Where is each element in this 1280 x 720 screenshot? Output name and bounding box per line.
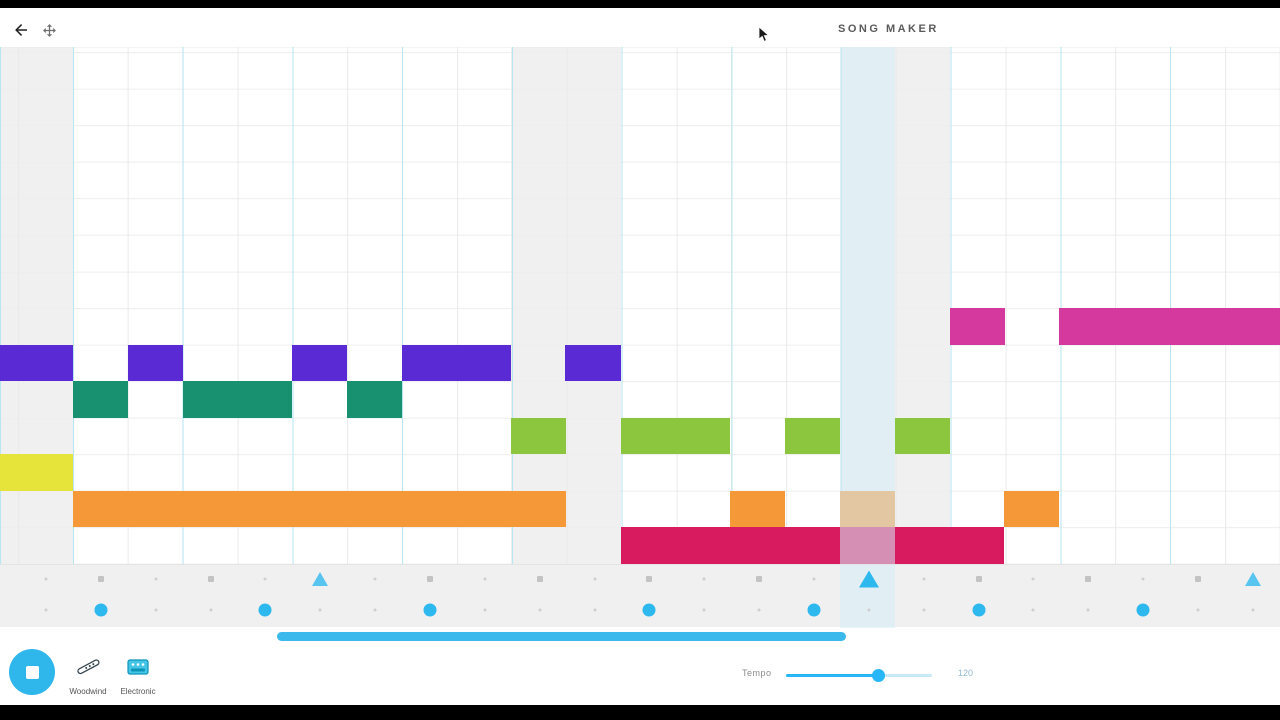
percussion-dot[interactable]: [1031, 608, 1035, 612]
tempo-label: Tempo: [742, 668, 772, 678]
note-crimson[interactable]: [621, 527, 1004, 564]
note-teal[interactable]: [73, 381, 128, 418]
note-green[interactable]: [895, 417, 950, 455]
note-orange[interactable]: [730, 490, 785, 528]
instrument-label: Electronic: [120, 687, 156, 696]
percussion-dot[interactable]: [373, 577, 377, 581]
back-arrow-icon: [15, 24, 27, 36]
percussion-dot[interactable]: [483, 577, 487, 581]
back-button[interactable]: [10, 19, 32, 41]
percussion-dot[interactable]: [922, 577, 926, 581]
header: SONG MAKER: [0, 8, 1280, 48]
note-green[interactable]: [785, 417, 840, 455]
note-purple[interactable]: [565, 344, 621, 382]
percussion-circle[interactable]: [807, 603, 821, 617]
page-title: SONG MAKER: [838, 23, 939, 35]
note-purple[interactable]: [0, 344, 73, 382]
play-stop-button[interactable]: [9, 649, 55, 695]
percussion-dot[interactable]: [1196, 608, 1200, 612]
scrollbar-thumb[interactable]: [277, 632, 846, 641]
percussion-dot[interactable]: [593, 608, 597, 612]
tempo-slider-fill: [786, 674, 880, 677]
percussion-dot[interactable]: [538, 608, 542, 612]
instrument-label: Woodwind: [69, 687, 107, 696]
percussion-dot[interactable]: [1141, 577, 1145, 581]
percussion-dot[interactable]: [536, 576, 543, 582]
tempo-slider[interactable]: [786, 669, 932, 682]
percussion-dot[interactable]: [154, 608, 158, 612]
percussion-dot[interactable]: [646, 576, 653, 582]
note-green[interactable]: [511, 417, 566, 455]
note-orange[interactable]: [1004, 490, 1059, 528]
percussion-triangle-active[interactable]: [858, 570, 879, 588]
song-maker-app: SONG MAKER: [0, 8, 1280, 705]
percussion-dot[interactable]: [263, 577, 267, 581]
percussion-dot[interactable]: [593, 577, 597, 581]
mouse-cursor: [758, 26, 770, 48]
percussion-dot[interactable]: [702, 577, 706, 581]
percussion-dot[interactable]: [483, 608, 487, 612]
note-yellow[interactable]: [0, 454, 73, 491]
percussion-row-circle[interactable]: [0, 596, 1280, 627]
percussion-circle[interactable]: [1136, 603, 1150, 617]
note-purple[interactable]: [292, 344, 347, 382]
note-magenta[interactable]: [950, 308, 1005, 345]
note-orange[interactable]: [73, 490, 566, 528]
tempo-value: 120: [958, 668, 974, 678]
percussion-dot[interactable]: [318, 608, 322, 612]
note-orange[interactable]: [840, 490, 895, 528]
note-purple[interactable]: [402, 344, 511, 382]
percussion-dot[interactable]: [1194, 576, 1201, 582]
percussion-dot[interactable]: [207, 576, 214, 582]
note-teal[interactable]: [183, 381, 292, 418]
percussion-dot[interactable]: [756, 576, 763, 582]
percussion-dot[interactable]: [44, 608, 48, 612]
instrument-button-woodwind[interactable]: Woodwind: [64, 653, 112, 699]
shaded-column: [840, 47, 950, 564]
note-magenta[interactable]: [1059, 308, 1280, 345]
percussion-dot[interactable]: [426, 576, 433, 582]
move-icon: [42, 23, 56, 37]
percussion-dot[interactable]: [975, 576, 982, 582]
gridlines: [0, 47, 1280, 564]
drum-machine-icon: [127, 659, 149, 675]
percussion-dot[interactable]: [757, 608, 761, 612]
percussion-dot[interactable]: [97, 576, 104, 582]
percussion-dot[interactable]: [209, 608, 213, 612]
percussion-dot[interactable]: [1086, 608, 1090, 612]
move-tool-button[interactable]: [38, 19, 60, 41]
note-teal[interactable]: [347, 381, 402, 418]
percussion-circle[interactable]: [94, 603, 108, 617]
percussion-circle[interactable]: [972, 603, 986, 617]
percussion-dot[interactable]: [812, 577, 816, 581]
stop-icon: [25, 665, 39, 679]
percussion-dot[interactable]: [44, 577, 48, 581]
percussion-dot[interactable]: [373, 608, 377, 612]
percussion-circle[interactable]: [423, 603, 437, 617]
bottom-toolbar: Woodwind Electronic Tempo 120: [0, 645, 1280, 705]
note-purple[interactable]: [128, 344, 183, 382]
note-grid[interactable]: [0, 47, 1280, 564]
percussion-grid[interactable]: [0, 564, 1280, 628]
percussion-dot[interactable]: [1031, 577, 1035, 581]
flute-icon: [77, 659, 100, 675]
percussion-triangle[interactable]: [1244, 572, 1261, 586]
percussion-dot[interactable]: [867, 608, 871, 612]
percussion-triangle[interactable]: [312, 572, 329, 586]
percussion-dot[interactable]: [922, 608, 926, 612]
shaded-column: [511, 47, 621, 564]
percussion-dot[interactable]: [1251, 608, 1255, 612]
percussion-dot[interactable]: [702, 608, 706, 612]
note-green[interactable]: [621, 417, 730, 455]
percussion-dot[interactable]: [1085, 576, 1092, 582]
tempo-slider-handle[interactable]: [872, 669, 886, 682]
instrument-button-electronic[interactable]: Electronic: [114, 653, 162, 699]
scrollbar-track[interactable]: [0, 627, 1280, 645]
percussion-circle[interactable]: [642, 603, 656, 617]
percussion-circle[interactable]: [258, 603, 272, 617]
percussion-dot[interactable]: [154, 577, 158, 581]
